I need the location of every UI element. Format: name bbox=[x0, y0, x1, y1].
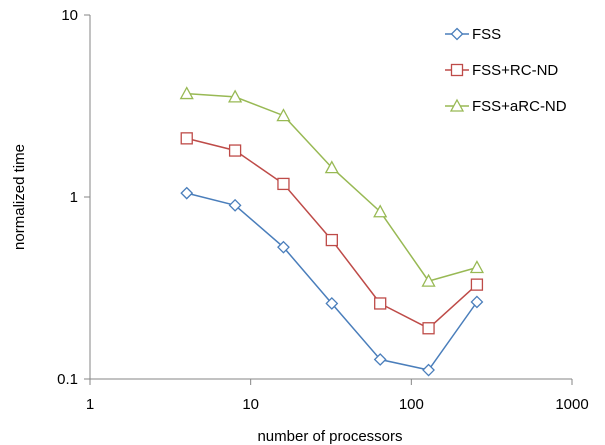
data-point bbox=[277, 240, 290, 254]
y-tick-label: 1 bbox=[70, 189, 78, 206]
x-tick-label: 10 bbox=[242, 396, 259, 413]
legend-marker bbox=[449, 98, 465, 112]
data-point bbox=[469, 260, 485, 274]
x-axis-title: number of processors bbox=[257, 428, 402, 445]
y-axis-title: normalized time bbox=[11, 144, 28, 250]
legend-item: FSS+RC-ND bbox=[445, 62, 558, 79]
data-point bbox=[374, 297, 387, 310]
data-point bbox=[180, 132, 193, 145]
data-point bbox=[179, 86, 194, 100]
series-3 bbox=[179, 86, 485, 287]
legend-item: FSS+aRC-ND bbox=[445, 98, 567, 115]
data-point bbox=[470, 295, 484, 309]
legend-label: FSS+RC-ND bbox=[472, 62, 558, 79]
y-tick-label: 0.1 bbox=[57, 371, 78, 388]
ticks: 0.1 1 10 1 10 100 1000 bbox=[57, 7, 589, 413]
data-point bbox=[325, 233, 338, 247]
series-line bbox=[186, 192, 478, 371]
x-tick-label: 1000 bbox=[555, 396, 588, 413]
series-line bbox=[186, 92, 478, 282]
data-point bbox=[373, 353, 387, 366]
legend-item: FSS bbox=[445, 26, 501, 43]
data-point bbox=[277, 177, 290, 191]
data-point bbox=[422, 322, 435, 335]
series-2 bbox=[180, 132, 484, 335]
legend-label: FSS+aRC-ND bbox=[472, 98, 567, 115]
series-1 bbox=[180, 186, 484, 377]
series-layer bbox=[179, 86, 485, 377]
data-point bbox=[324, 160, 339, 174]
x-tick-label: 1 bbox=[86, 396, 94, 413]
legend-marker bbox=[450, 63, 464, 77]
legend-marker bbox=[450, 27, 464, 41]
data-point bbox=[373, 204, 388, 218]
legend: FSS FSS+RC-ND FSS+aRC-ND bbox=[445, 26, 567, 115]
data-point bbox=[228, 144, 242, 157]
data-point bbox=[470, 278, 484, 291]
data-point bbox=[228, 198, 242, 212]
data-point bbox=[228, 89, 243, 103]
legend-label: FSS bbox=[472, 26, 501, 43]
x-tick-label: 100 bbox=[399, 396, 424, 413]
data-point bbox=[325, 297, 339, 310]
data-point bbox=[180, 186, 194, 200]
data-point bbox=[421, 273, 436, 287]
data-point bbox=[276, 108, 291, 122]
y-tick-label: 10 bbox=[61, 7, 78, 24]
data-point bbox=[422, 363, 435, 377]
